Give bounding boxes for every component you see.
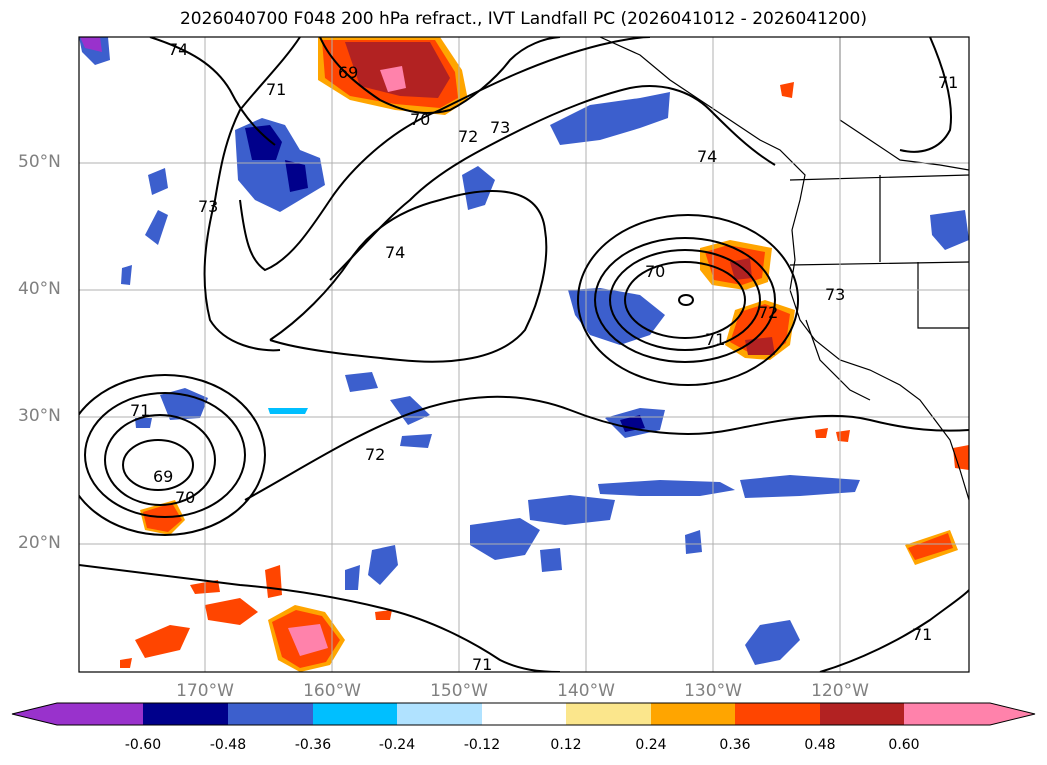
colorbar-tick: 0.60 <box>888 737 920 753</box>
colorbar-segment <box>228 703 313 725</box>
contour-label: 73 <box>198 197 218 216</box>
colorbar-segment <box>904 703 990 725</box>
contour-label: 73 <box>825 285 845 304</box>
contour-labels: 74 71 69 70 72 73 73 74 74 70 71 72 73 7… <box>130 40 958 674</box>
colorbar-tick: -0.12 <box>463 737 501 753</box>
lon-label: 130°W <box>684 681 742 701</box>
lon-label: 150°W <box>430 681 488 701</box>
colorbar-extend-low <box>12 703 57 725</box>
colorbar-tick: 0.36 <box>719 737 751 753</box>
contour-label: 71 <box>472 655 492 674</box>
contour-label: 74 <box>385 243 405 262</box>
lat-label: 20°N <box>18 533 61 553</box>
contour-label: 74 <box>697 147 717 166</box>
contour-label: 71 <box>912 625 932 644</box>
low-contours-west <box>79 374 266 536</box>
colorbar-segment <box>820 703 904 725</box>
contour-label: 70 <box>175 488 195 507</box>
contour-label: 69 <box>153 467 173 486</box>
colorbar-segment <box>397 703 482 725</box>
lon-label: 160°W <box>303 681 361 701</box>
gridlines <box>79 37 969 672</box>
contour-label: 71 <box>705 330 725 349</box>
colorbar-segment <box>735 703 820 725</box>
colorbar-segment <box>57 703 143 725</box>
shaded-field <box>79 37 969 672</box>
lat-label: 40°N <box>18 279 61 299</box>
colorbar-extend-high <box>990 703 1035 725</box>
colorbar-tick: -0.24 <box>378 737 416 753</box>
map-frame <box>78 36 970 673</box>
contour-label: 71 <box>938 73 958 92</box>
colorbar-segment <box>143 703 228 725</box>
contour-label: 72 <box>365 445 385 464</box>
colorbar-tick: 0.12 <box>550 737 582 753</box>
contour-label: 73 <box>490 118 510 137</box>
contour-label: 72 <box>458 127 478 146</box>
contour-label: 70 <box>410 110 430 129</box>
low-contours-east <box>577 214 799 386</box>
contour-label: 71 <box>130 401 150 420</box>
colorbar-tick: -0.60 <box>124 737 162 753</box>
colorbar-tick: 0.48 <box>804 737 836 753</box>
colorbar-segment <box>566 703 651 725</box>
contour-label: 69 <box>338 63 358 82</box>
lon-label: 140°W <box>557 681 615 701</box>
chart-title: 2026040700 F048 200 hPa refract., IVT La… <box>179 9 867 29</box>
colorbar-tick: -0.36 <box>294 737 332 753</box>
lon-label: 120°W <box>811 681 869 701</box>
refractivity-contours <box>79 37 969 672</box>
lat-label: 50°N <box>18 152 61 172</box>
lon-label: 170°W <box>176 681 234 701</box>
colorbar <box>11 702 1036 726</box>
contour-label: 72 <box>758 303 778 322</box>
colorbar-segment <box>651 703 735 725</box>
contour-label: 74 <box>168 40 188 59</box>
contour-label: 70 <box>645 262 665 281</box>
colorbar-segment <box>482 703 566 725</box>
map-background <box>79 37 969 672</box>
lat-label: 30°N <box>18 406 61 426</box>
colorbar-tick: 0.24 <box>635 737 667 753</box>
contour-label: 71 <box>266 80 286 99</box>
colorbar-segment <box>313 703 397 725</box>
colorbar-tick: -0.48 <box>209 737 247 753</box>
